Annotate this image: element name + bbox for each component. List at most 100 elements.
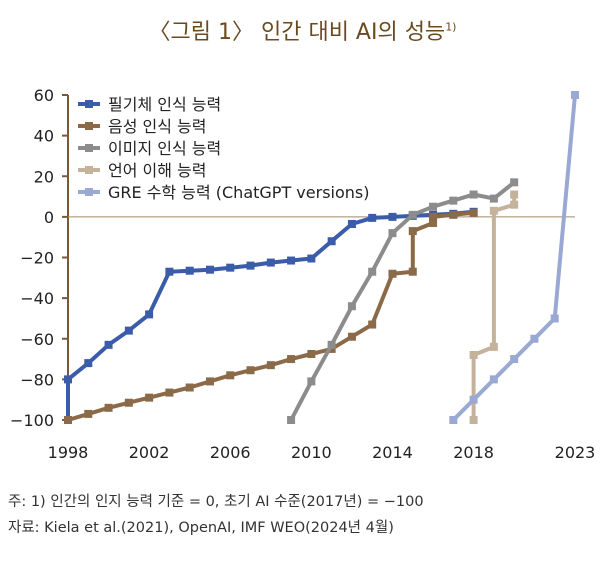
data-point — [469, 190, 478, 199]
data-point — [226, 371, 235, 380]
y-tick-label: 0 — [44, 208, 54, 227]
y-tick-label: −20 — [20, 249, 54, 268]
data-point — [246, 261, 255, 270]
legend-label: 음성 인식 능력 — [108, 117, 207, 136]
x-tick-label: 2014 — [372, 443, 413, 462]
data-point — [205, 377, 214, 386]
data-point — [449, 210, 458, 219]
data-point — [469, 351, 478, 359]
data-point — [429, 202, 438, 211]
data-point — [429, 212, 438, 221]
data-point — [307, 254, 316, 263]
series-group — [469, 190, 519, 424]
data-point — [124, 326, 133, 335]
data-point — [347, 332, 356, 341]
legend-marker — [85, 100, 93, 108]
y-tick-label: 20 — [34, 167, 54, 186]
chart-series — [64, 91, 579, 424]
data-point — [327, 340, 336, 349]
data-point — [489, 206, 498, 215]
data-point — [64, 375, 72, 384]
legend-label: GRE 수학 능력 (ChatGPT versions) — [108, 183, 369, 202]
data-point — [550, 314, 559, 323]
data-point — [347, 219, 356, 228]
y-tick-label: −40 — [20, 289, 54, 308]
y-tick-label: 40 — [34, 127, 54, 146]
data-point — [145, 310, 154, 319]
legend-label: 필기체 인식 능력 — [108, 95, 221, 114]
data-point — [226, 263, 235, 272]
data-point — [307, 349, 316, 358]
series-group — [287, 178, 519, 424]
data-point — [489, 375, 498, 384]
data-point — [84, 409, 93, 418]
data-point — [327, 344, 336, 353]
data-point — [84, 359, 93, 368]
data-point — [165, 388, 174, 397]
data-point — [469, 395, 478, 404]
source-note: 자료: Kiela et al.(2021), OpenAI, IMF WEO(… — [8, 520, 394, 536]
legend-marker — [85, 166, 93, 174]
y-tick-label: −100 — [10, 411, 54, 430]
x-tick-label: 2010 — [291, 443, 332, 462]
data-point — [530, 334, 539, 343]
data-point — [145, 393, 154, 402]
legend-label: 언어 이해 능력 — [108, 161, 207, 180]
data-point — [408, 210, 417, 219]
data-point — [388, 212, 397, 221]
data-point — [469, 208, 478, 217]
data-point — [307, 377, 316, 386]
data-point — [510, 355, 519, 364]
legend-label: 이미지 인식 능력 — [108, 139, 221, 158]
legend-marker — [85, 144, 93, 152]
data-point — [104, 403, 113, 412]
data-point — [124, 398, 133, 407]
data-point — [449, 416, 458, 424]
data-point — [104, 340, 113, 349]
data-point — [489, 342, 498, 351]
data-point — [64, 416, 72, 424]
x-tick-label: 2018 — [453, 443, 494, 462]
series-line — [471, 194, 517, 420]
series-group — [449, 91, 579, 424]
y-tick-label: 60 — [34, 86, 54, 105]
data-point — [469, 416, 478, 424]
data-point — [185, 383, 194, 392]
data-point — [287, 355, 296, 364]
series-group — [64, 207, 478, 424]
data-point — [510, 190, 519, 199]
data-point — [266, 258, 275, 267]
data-point — [489, 194, 498, 203]
x-tick-label: 1998 — [48, 443, 89, 462]
data-point — [408, 267, 417, 276]
series-line — [67, 210, 474, 422]
footnote: 주: 1) 인간의 인지 능력 기준 = 0, 초기 AI 수준(2017년) … — [8, 494, 424, 510]
data-point — [510, 200, 519, 209]
data-point — [368, 320, 377, 329]
data-point — [408, 227, 417, 236]
x-tick-label: 2006 — [210, 443, 251, 462]
data-point — [287, 256, 296, 265]
data-point — [368, 213, 377, 222]
chart-axes: 60 40 20 0 −20 −40 −60 −80 −100 1998 2002 2006 2010 2… — [10, 86, 595, 462]
series-group — [64, 208, 478, 424]
data-point — [165, 267, 174, 276]
legend-marker — [85, 122, 93, 130]
data-point — [449, 196, 458, 205]
x-tick-label: 2023 — [555, 443, 596, 462]
series-line — [451, 94, 577, 422]
data-point — [266, 361, 275, 370]
chart-title: 〈그림 1〉 인간 대비 AI의 성능1) — [148, 20, 457, 45]
x-tick-label: 2002 — [129, 443, 170, 462]
data-point — [388, 269, 397, 278]
data-point — [185, 266, 194, 275]
data-point — [327, 237, 336, 246]
series-line — [66, 209, 474, 420]
data-point — [347, 302, 356, 311]
data-point — [388, 229, 397, 238]
data-point — [205, 265, 214, 274]
data-point — [287, 416, 296, 424]
chart: 60 40 20 0 −20 −40 −60 −80 −100 1998 2002 2006 2010 2… — [10, 86, 595, 462]
data-point — [246, 366, 255, 375]
